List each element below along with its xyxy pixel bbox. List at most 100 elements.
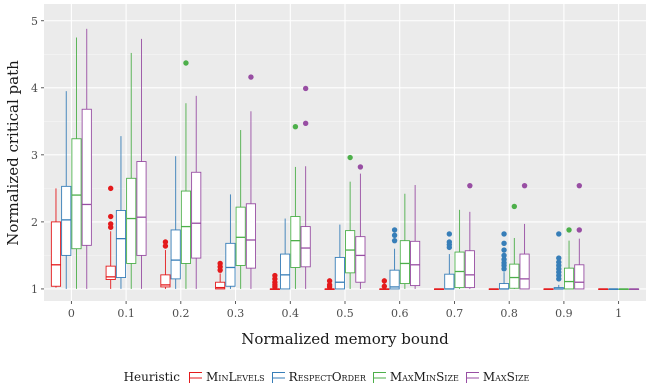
box-maxminsize-0.8 (509, 203, 520, 289)
legend-item-maxminsize: MaxMinSize (372, 370, 459, 384)
box-maxsize-0.6 (410, 185, 421, 289)
box-body (444, 273, 455, 290)
box-respectorder-1 (608, 288, 619, 290)
box-body (355, 236, 366, 283)
outlier-point (217, 267, 223, 273)
outlier-point (446, 231, 453, 237)
legend: Heuristic MinLevels RespectOrder MaxMinS… (0, 366, 653, 388)
outlier-point (326, 278, 333, 284)
outlier-point (576, 182, 583, 189)
outlier-point (248, 74, 254, 80)
box-body (225, 242, 236, 287)
outlier-point (183, 60, 189, 66)
outlier-point (381, 283, 388, 289)
box-respectorder-0 (61, 91, 72, 289)
x-tick-label: 0.3 (227, 307, 245, 320)
box-minlevels-1 (598, 288, 609, 290)
legend-key-respectorder (271, 372, 285, 383)
legend-label-maxsize: MaxSize (482, 370, 530, 384)
box-body (300, 226, 311, 268)
x-tick-label: 0.4 (282, 307, 300, 320)
box-body (81, 108, 92, 246)
box-respectorder-0.9 (553, 231, 564, 290)
box-body (245, 203, 257, 269)
y-axis-ticks: 1 2 3 4 5 (31, 15, 44, 296)
outlier-point (162, 239, 169, 245)
box-body (454, 251, 465, 289)
legend-key-maxsize (465, 372, 479, 383)
outlier-point (272, 284, 278, 290)
box-minlevels-0.1 (105, 185, 116, 289)
outlier-point (381, 278, 388, 284)
legend-label-respectorder: RespectOrder (288, 370, 366, 384)
x-tick-label: 0.6 (391, 307, 409, 320)
outlier-point (302, 120, 309, 127)
outlier-point (511, 203, 518, 210)
legend-title: Heuristic (123, 370, 180, 384)
box-body (215, 281, 226, 290)
outlier-point (292, 123, 299, 130)
outlier-point (521, 182, 528, 189)
box-body (389, 269, 400, 290)
legend-label-minlevels: MinLevels (206, 370, 265, 384)
outlier-point (556, 255, 562, 261)
box-body (50, 221, 62, 287)
box-body (410, 240, 421, 287)
box-body (160, 274, 171, 288)
box-maxminsize-0.2 (180, 60, 192, 289)
box-minlevels-0.4 (269, 272, 280, 290)
legend-item-minlevels: MinLevels (188, 370, 265, 384)
box-minlevels-0.8 (488, 288, 499, 290)
outlier-point (556, 231, 562, 237)
box-body (105, 265, 116, 280)
box-respectorder-0.4 (280, 218, 291, 290)
box-minlevels-0 (50, 188, 62, 288)
outlier-point (107, 224, 114, 230)
box-body (334, 256, 345, 290)
box-respectorder-0.7 (444, 231, 455, 290)
box-minlevels-0.9 (543, 288, 554, 290)
x-tick-label: 0.8 (500, 307, 518, 320)
y-tick-label: 5 (31, 15, 38, 28)
box-body (399, 240, 410, 285)
box-minlevels-0.6 (379, 278, 390, 290)
legend-key-minlevels (189, 372, 202, 383)
y-tick-label: 2 (31, 216, 38, 229)
outlier-point (107, 185, 114, 192)
box-respectorder-0.5 (334, 224, 345, 290)
box-body (509, 263, 520, 289)
legend-item-respectorder: RespectOrder (271, 370, 366, 384)
x-tick-label: 0 (68, 307, 75, 320)
x-axis-ticks: 0 0.1 0.2 0.3 0.4 0.5 0.6 0.7 0.8 0.9 1 (68, 301, 622, 320)
x-tick-label: 0.2 (172, 307, 190, 320)
box-maxsize-0.5 (355, 164, 366, 289)
outlier-point (501, 247, 507, 253)
x-tick-label: 0.9 (555, 307, 573, 320)
box-maxsize-0.4 (300, 85, 311, 289)
box-respectorder-0.1 (115, 136, 127, 289)
box-maxminsize-0.3 (235, 130, 246, 289)
box-body (498, 283, 510, 290)
legend-label-maxminsize: MaxMinSize (389, 370, 459, 384)
box-maxsize-0.9 (574, 182, 585, 290)
box-body (574, 264, 585, 290)
outlier-point (446, 244, 453, 251)
box-maxminsize-0 (71, 37, 82, 289)
box-respectorder-0.8 (498, 231, 510, 290)
x-tick-label: 0.7 (446, 307, 464, 320)
box-body (180, 190, 192, 264)
box-maxsize-0.1 (136, 38, 147, 289)
outlier-point (501, 252, 507, 259)
box-maxminsize-0.4 (290, 123, 301, 289)
box-maxsize-0.7 (464, 182, 475, 289)
outlier-point (347, 154, 353, 161)
outlier-point (162, 243, 169, 249)
box-body (290, 216, 301, 268)
box-body (115, 210, 127, 278)
box-respectorder-0.3 (225, 194, 236, 289)
box-body (280, 253, 291, 290)
box-maxminsize-1 (618, 288, 629, 290)
outlier-point (501, 266, 507, 272)
boxes (50, 28, 640, 290)
box-maxminsize-0.5 (345, 154, 356, 289)
